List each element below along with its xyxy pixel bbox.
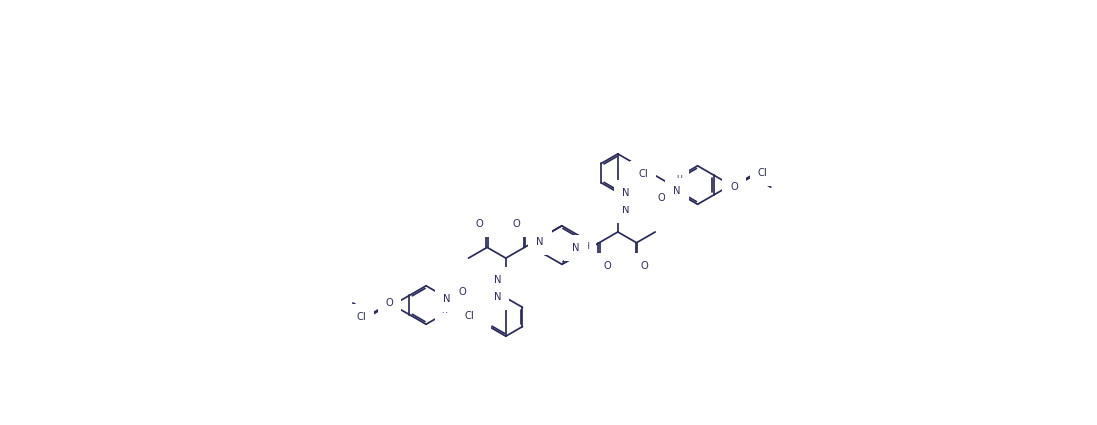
Text: Cl: Cl	[464, 311, 474, 321]
Text: O: O	[731, 182, 738, 192]
Text: O: O	[603, 261, 611, 271]
Text: N: N	[536, 237, 544, 247]
Text: N: N	[573, 243, 579, 253]
Text: N: N	[494, 292, 501, 302]
Text: O: O	[657, 193, 665, 203]
Text: H: H	[534, 239, 540, 248]
Text: O: O	[641, 261, 648, 271]
Text: N: N	[622, 188, 630, 198]
Text: N: N	[494, 275, 501, 285]
Text: H: H	[584, 242, 589, 251]
Text: H: H	[441, 306, 448, 315]
Text: Cl: Cl	[357, 312, 366, 322]
Text: N: N	[674, 186, 681, 196]
Text: O: O	[385, 298, 393, 308]
Text: N: N	[443, 294, 450, 304]
Text: O: O	[475, 219, 484, 229]
Text: Cl: Cl	[473, 311, 483, 321]
Text: Cl: Cl	[758, 168, 768, 178]
Text: H: H	[677, 175, 682, 184]
Text: O: O	[459, 287, 466, 298]
Text: O: O	[513, 219, 521, 229]
Text: Cl: Cl	[638, 169, 648, 179]
Text: N: N	[622, 205, 630, 215]
